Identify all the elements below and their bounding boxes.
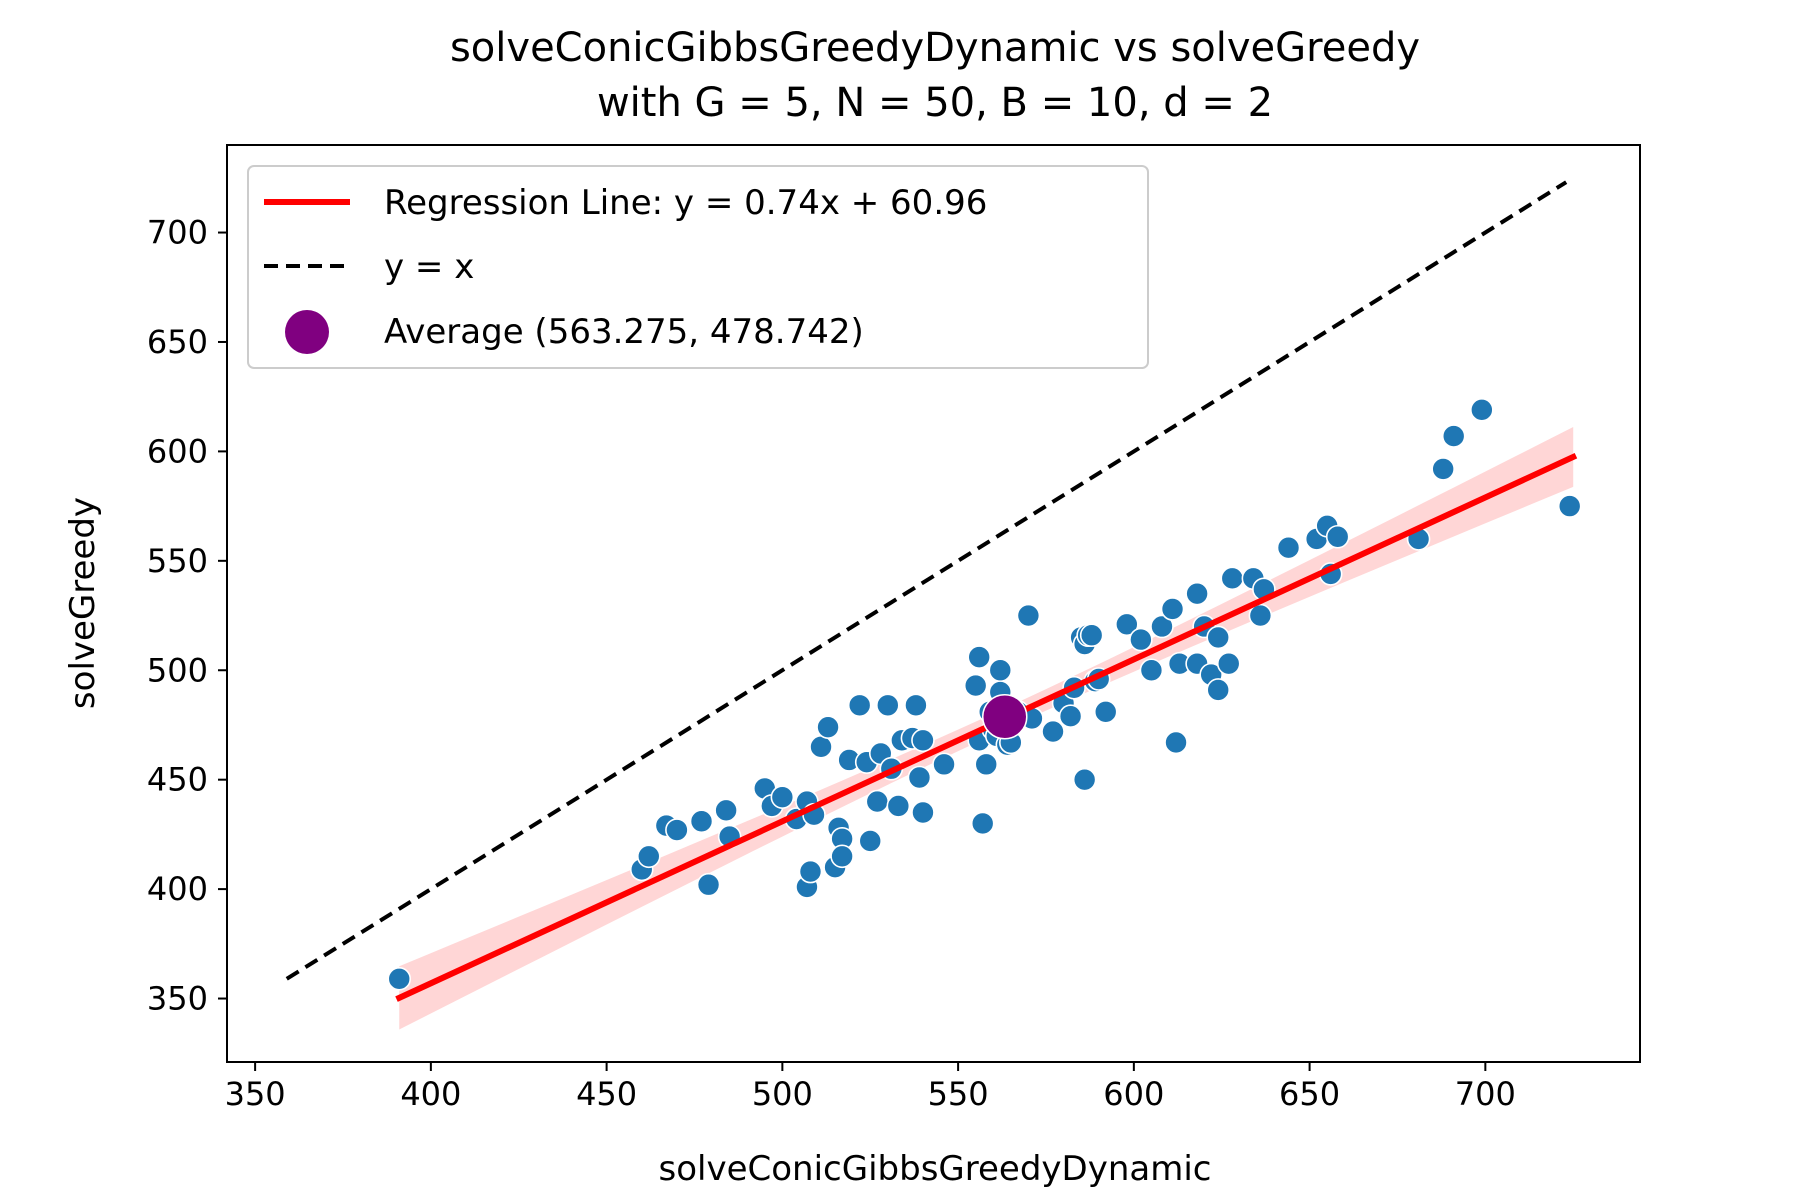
average-point — [982, 694, 1028, 740]
data-point — [886, 794, 911, 818]
data-point — [1220, 566, 1245, 591]
data-point — [858, 829, 883, 853]
data-point — [932, 752, 956, 777]
data-point — [1016, 603, 1041, 628]
data-point — [1276, 535, 1301, 560]
data-point — [1079, 623, 1104, 648]
data-point — [1041, 719, 1065, 744]
legend-label-regression: Regression Line: y = 0.74x + 60.96 — [384, 183, 987, 223]
y-tick-label: 350 — [147, 980, 208, 1018]
data-point — [970, 811, 995, 836]
data-point — [714, 798, 738, 823]
x-tick-label: 550 — [928, 1075, 989, 1113]
identity-line — [285, 180, 1568, 981]
data-point — [1139, 658, 1164, 683]
data-point — [1470, 398, 1494, 422]
plot-content — [285, 180, 1582, 1030]
data-point — [1115, 612, 1139, 637]
data-point — [1206, 678, 1231, 702]
data-point — [1206, 625, 1231, 650]
axes: 350 400 450 500 550 600 650 700 350 400 450 500 550 6… — [147, 144, 1641, 1113]
data-point — [963, 673, 988, 698]
data-point — [798, 859, 823, 884]
data-point — [636, 844, 661, 869]
legend: Regression Line: y = 0.74x + 60.96 y = x A… — [247, 165, 1149, 369]
y-tick-label: 600 — [147, 432, 208, 470]
x-tick-label: 500 — [752, 1075, 813, 1113]
data-point — [847, 693, 872, 718]
data-point — [876, 693, 900, 718]
data-point — [387, 967, 412, 991]
legend-label-identity: y = x — [384, 247, 474, 287]
data-point — [1164, 730, 1188, 755]
data-point — [689, 809, 714, 834]
legend-swatch-average — [285, 310, 329, 354]
data-point — [974, 752, 999, 777]
data-point — [1150, 614, 1174, 639]
x-tick-label: 450 — [576, 1075, 637, 1113]
data-point — [1431, 457, 1455, 481]
data-point — [1557, 494, 1582, 518]
data-point — [1325, 524, 1350, 549]
legend-box — [247, 165, 1149, 369]
y-tick-label: 500 — [147, 651, 208, 689]
x-axis-label: solveConicGibbsGreedyDynamic — [659, 1149, 1212, 1189]
data-point — [1216, 651, 1241, 676]
data-point — [696, 872, 721, 897]
data-point — [907, 765, 932, 790]
plot-frame — [226, 144, 1641, 1063]
data-point — [1160, 597, 1185, 621]
data-point — [809, 735, 833, 759]
x-tick-label: 700 — [1455, 1075, 1516, 1113]
x-tick-label: 400 — [400, 1075, 461, 1113]
data-point — [830, 844, 854, 869]
data-point — [1129, 627, 1153, 652]
y-tick-label: 450 — [147, 761, 208, 799]
y-tick-label: 700 — [147, 214, 208, 252]
chart-title-line2: with G = 5, N = 50, B = 10, d = 2 — [597, 80, 1273, 126]
y-axis-label: solveGreedy — [63, 497, 103, 709]
data-point — [1072, 767, 1097, 792]
x-tick-label: 650 — [1279, 1075, 1340, 1113]
data-point — [904, 693, 928, 718]
data-point — [988, 658, 1013, 683]
data-point — [1185, 581, 1209, 606]
y-tick-label: 650 — [147, 323, 208, 361]
data-point — [1093, 700, 1118, 724]
data-point — [911, 800, 935, 825]
data-point — [1058, 704, 1083, 729]
data-point — [770, 785, 795, 809]
plot-area — [285, 180, 1582, 1030]
data-point — [911, 728, 935, 753]
chart-title-line1: solveConicGibbsGreedyDynamic vs solveGre… — [450, 25, 1420, 71]
data-point — [865, 789, 890, 814]
data-point — [1248, 603, 1273, 628]
data-point — [816, 715, 840, 739]
y-tick-label: 550 — [147, 542, 208, 580]
x-tick-label: 350 — [225, 1075, 286, 1113]
legend-label-average: Average (563.275, 478.742) — [384, 312, 864, 352]
data-point — [665, 818, 689, 842]
data-point — [1441, 424, 1466, 448]
y-tick-label: 400 — [147, 870, 208, 908]
data-point — [967, 645, 991, 669]
x-tick-label: 600 — [1103, 1075, 1164, 1113]
